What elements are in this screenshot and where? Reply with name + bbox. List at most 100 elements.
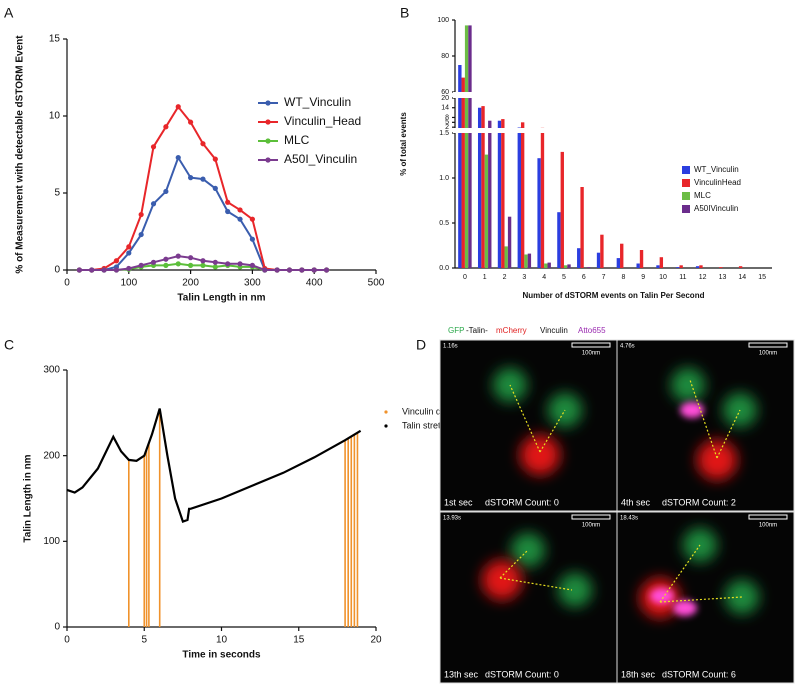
link-line (499, 577, 573, 591)
point (237, 261, 243, 267)
link-line (689, 379, 718, 459)
point (113, 258, 120, 264)
bar (477, 107, 482, 268)
bar (560, 151, 564, 268)
y-tick-label: 5 (445, 119, 449, 126)
x-axis-label: Talin Length in nm (177, 293, 265, 304)
point (200, 262, 206, 268)
red-spot (520, 435, 560, 475)
green-spot (511, 533, 545, 567)
point (225, 261, 231, 267)
x-tick-label: 11 (679, 274, 686, 281)
x-tick-label: 3 (522, 274, 526, 281)
bar (497, 120, 502, 269)
bar (557, 212, 561, 268)
link-line (716, 409, 741, 459)
legend-marker (265, 138, 271, 144)
bar (719, 267, 723, 268)
point (175, 154, 181, 161)
point (163, 256, 169, 262)
count-label: dSTORM Count: 2 (662, 497, 736, 507)
axis-break (453, 92, 770, 98)
point (311, 267, 317, 273)
point (323, 267, 330, 273)
y-tick-label: 20 (441, 95, 449, 102)
point (188, 262, 194, 268)
link-line (509, 384, 541, 453)
legend-label: Vinculin_Head (284, 114, 361, 128)
point (138, 231, 144, 238)
bar (507, 216, 512, 268)
point (76, 267, 82, 273)
bar (567, 264, 571, 268)
bar (544, 263, 548, 268)
bar (699, 265, 703, 268)
legend-swatch (682, 192, 690, 200)
timestamp: 13.93s (443, 516, 461, 522)
second-label: 1st sec (444, 497, 473, 507)
bar (520, 122, 525, 268)
bar (656, 265, 660, 268)
magenta-spot (650, 588, 674, 604)
point (163, 188, 169, 195)
legend-label: VinculinHead (694, 178, 741, 187)
x-tick-label: 4 (542, 274, 546, 281)
panel-label: B (400, 5, 409, 21)
y-tick-label: 1.5 (439, 130, 449, 137)
x-tick-label: 300 (244, 278, 261, 289)
scale-label: 100nm (582, 351, 600, 357)
y-tick-label: 10 (49, 111, 61, 122)
legend-label: WT_Vinculin (694, 165, 739, 174)
point (188, 175, 194, 181)
point (150, 201, 157, 207)
panel-label: C (4, 337, 14, 353)
point (175, 261, 181, 267)
legend-marker (265, 157, 271, 163)
y-tick-label: 8 (445, 114, 449, 121)
scale-bar (748, 342, 788, 348)
count-label: dSTORM Count: 6 (662, 669, 736, 679)
point (138, 211, 144, 218)
x-tick-label: 12 (699, 274, 707, 281)
point (262, 267, 268, 273)
bar (527, 253, 532, 268)
point (212, 156, 218, 162)
point (225, 199, 231, 205)
bar (738, 266, 743, 268)
bar (524, 254, 528, 268)
bar (600, 234, 604, 268)
legend-label: A50I_Vinculin (284, 152, 357, 166)
timestamp: 4.76s (620, 344, 635, 350)
x-tick-label: 10 (659, 274, 667, 281)
x-tick-label: 20 (370, 635, 382, 646)
red-spot (482, 560, 522, 600)
legend-marker (384, 410, 388, 414)
bar (596, 252, 601, 268)
x-tick-label: 6 (582, 274, 586, 281)
magenta-spot (680, 402, 704, 418)
header-text: Vinculin (540, 326, 568, 335)
point (249, 236, 255, 242)
x-tick-label: 5 (141, 635, 147, 646)
x-tick-label: 400 (306, 278, 323, 289)
legend-label: A50IVinculin (694, 204, 738, 213)
point (163, 262, 169, 268)
point (200, 176, 206, 182)
bar (501, 119, 505, 268)
link-line (659, 596, 743, 603)
point (175, 104, 181, 110)
point (212, 185, 218, 191)
header-text: GFP (448, 326, 464, 335)
bar (679, 265, 683, 268)
bar (695, 266, 700, 268)
point (274, 267, 280, 273)
bar (458, 65, 462, 268)
y-tick-label: 5 (54, 188, 60, 199)
green-spot (725, 580, 759, 614)
point (249, 216, 255, 222)
bar (580, 187, 584, 268)
legend-swatch (682, 205, 690, 213)
x-tick-label: 15 (293, 635, 305, 646)
x-tick-label: 100 (120, 278, 137, 289)
